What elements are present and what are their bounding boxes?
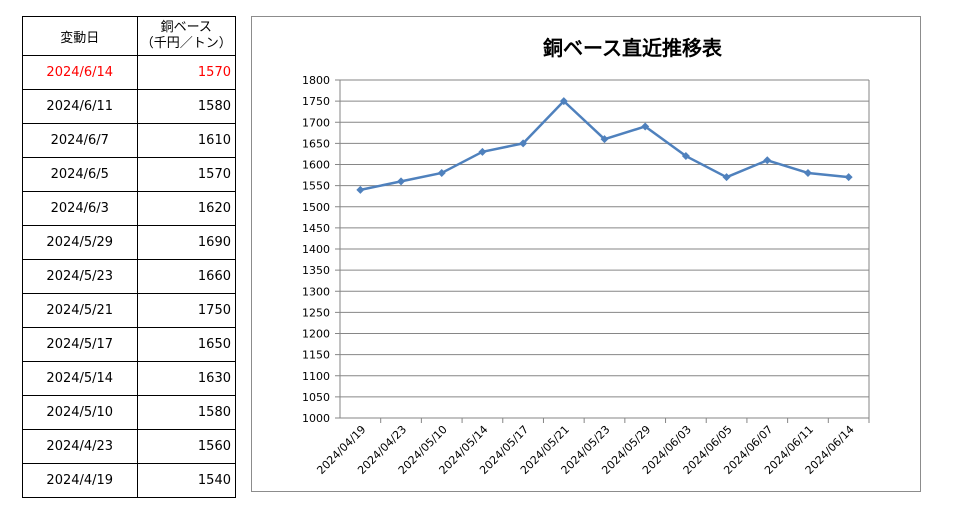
table-row: 2024/6/3 1620: [22, 191, 237, 226]
y-tick-label: 1800: [302, 74, 330, 87]
row-price: 1580: [136, 89, 237, 124]
y-tick-label: 1700: [302, 116, 330, 129]
data-point: [844, 173, 853, 182]
data-point: [478, 147, 487, 156]
y-tick-label: 1050: [302, 391, 330, 404]
row-date: 2024/5/29: [22, 225, 138, 260]
table-row: 2024/6/7 1610: [22, 123, 237, 158]
row-date: 2024/5/21: [22, 293, 138, 328]
row-price: 1570: [136, 157, 237, 192]
row-price: 1540: [136, 463, 237, 498]
row-price: 1630: [136, 361, 237, 396]
data-point: [559, 97, 568, 106]
y-tick-label: 1250: [302, 306, 330, 319]
row-price: 1690: [136, 225, 237, 260]
y-tick-label: 1300: [302, 285, 330, 298]
header-price-line2: （千円／トン）: [140, 36, 232, 51]
line-chart: 銅ベース直近推移表 1000 1050 1100 1150 1200 1250 1300 135…: [302, 36, 870, 477]
y-tick-label: 1000: [302, 412, 330, 425]
table-row: 2024/4/23 1560: [22, 429, 237, 464]
data-point: [763, 156, 772, 165]
data-point: [641, 122, 650, 131]
row-price: 1610: [136, 123, 237, 158]
row-price: 1580: [136, 395, 237, 430]
y-tick-label: 1150: [302, 349, 330, 362]
data-point: [600, 135, 609, 144]
row-date: 2024/4/19: [22, 463, 138, 498]
data-point: [803, 168, 812, 177]
table-row: 2024/6/11 1580: [22, 89, 237, 124]
y-tick-label: 1650: [302, 137, 330, 150]
copper-price-table: 変動日 銅ベース （千円／トン） 2024/6/14 1570 2024/6/11 1…: [22, 16, 237, 498]
y-tick-label: 1600: [302, 159, 330, 172]
data-point: [681, 152, 690, 161]
y-tick-label: 1350: [302, 264, 330, 277]
table-row: 2024/5/23 1660: [22, 259, 237, 294]
data-point: [519, 139, 528, 148]
header-price: 銅ベース （千円／トン）: [136, 16, 237, 56]
row-date: 2024/5/14: [22, 361, 138, 396]
table-row: 2024/6/5 1570: [22, 157, 237, 192]
row-date: 2024/5/23: [22, 259, 138, 294]
header-price-line1: 銅ベース: [160, 20, 212, 35]
row-date: 2024/5/10: [22, 395, 138, 430]
row-date: 2024/6/3: [22, 191, 138, 226]
row-date: 2024/6/7: [22, 123, 138, 158]
y-tick-label: 1750: [302, 95, 330, 108]
row-date: 2024/6/14: [22, 55, 138, 90]
data-point: [397, 177, 406, 186]
chart-area: 銅ベース直近推移表 1000 1050 1100 1150 1200 1250 1300 135…: [251, 16, 921, 492]
y-tick-label: 1450: [302, 222, 330, 235]
data-point: [437, 168, 446, 177]
table-row: 2024/5/10 1580: [22, 395, 237, 430]
row-date: 2024/5/17: [22, 327, 138, 362]
table-row: 2024/5/21 1750: [22, 293, 237, 328]
row-price: 1620: [136, 191, 237, 226]
row-price: 1560: [136, 429, 237, 464]
row-date: 2024/6/5: [22, 157, 138, 192]
header-date: 変動日: [22, 16, 138, 56]
row-date: 2024/4/23: [22, 429, 138, 464]
y-tick-label: 1550: [302, 180, 330, 193]
table-row: 2024/5/14 1630: [22, 361, 237, 396]
chart-title: 銅ベース直近推移表: [543, 36, 723, 60]
table-header-row: 変動日 銅ベース （千円／トン）: [22, 16, 237, 56]
table-row: 2024/5/29 1690: [22, 225, 237, 260]
row-price: 1750: [136, 293, 237, 328]
data-point: [356, 185, 365, 194]
y-tick-label: 1100: [302, 370, 330, 383]
series-line: [360, 99, 849, 192]
y-tick-label: 1500: [302, 201, 330, 214]
row-date: 2024/6/11: [22, 89, 138, 124]
table-row: 2024/6/14 1570: [22, 55, 237, 90]
table-row: 2024/5/17 1650: [22, 327, 237, 362]
data-point: [722, 173, 731, 182]
row-price: 1650: [136, 327, 237, 362]
table-row: 2024/4/19 1540: [22, 463, 237, 498]
y-tick-label: 1200: [302, 328, 330, 341]
row-price: 1660: [136, 259, 237, 294]
row-price: 1570: [136, 55, 237, 90]
y-tick-label: 1400: [302, 243, 330, 256]
